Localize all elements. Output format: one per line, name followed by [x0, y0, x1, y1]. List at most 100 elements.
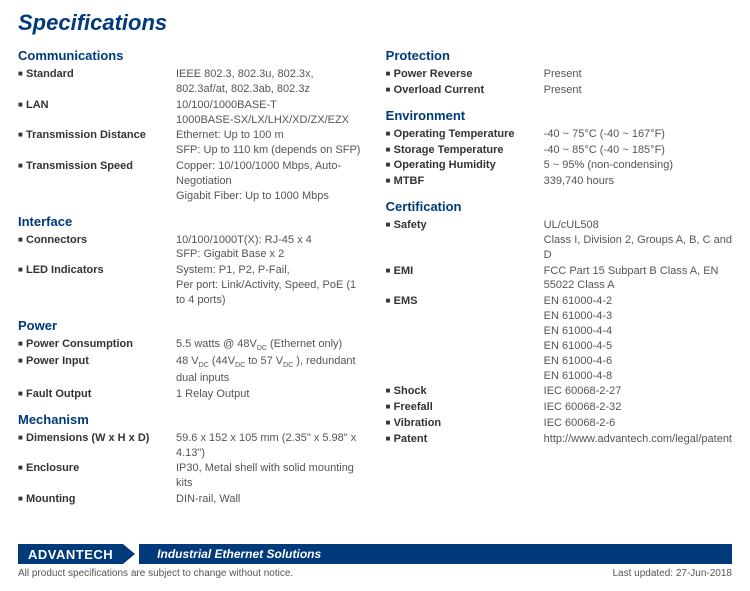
spec-label: Overload Current [394, 83, 544, 98]
spec-row: ■VibrationIEC 60068-2-6 [386, 416, 732, 431]
spec-label: Dimensions (W x H x D) [26, 431, 176, 446]
footer-text: All product specifications are subject t… [18, 568, 732, 579]
spec-label: Power Input [26, 354, 176, 369]
spec-row: ■Overload CurrentPresent [386, 83, 732, 98]
spec-label: Operating Humidity [394, 158, 544, 173]
bullet-icon: ■ [386, 143, 394, 157]
bullet-icon: ■ [386, 127, 394, 141]
spec-value: -40 ~ 85°C (-40 ~ 185°F) [544, 143, 732, 158]
spec-value: Present [544, 67, 732, 82]
bullet-icon: ■ [386, 294, 394, 308]
spec-value: 1 Relay Output [176, 387, 362, 402]
logo: ADVANTECH [18, 544, 123, 564]
spec-value: http://www.advantech.com/legal/patent [544, 432, 732, 447]
spec-row: ■LAN10/100/1000BASE-T1000BASE-SX/LX/LHX/… [18, 98, 362, 128]
spec-row: ■Transmission DistanceEthernet: Up to 10… [18, 128, 362, 158]
spec-label: Operating Temperature [394, 127, 544, 142]
bullet-icon: ■ [386, 174, 394, 188]
spec-row: ■ShockIEC 60068-2-27 [386, 384, 732, 399]
spec-row: ■Patenthttp://www.advantech.com/legal/pa… [386, 432, 732, 447]
section-heading: Protection [386, 48, 732, 63]
section-heading: Mechanism [18, 412, 362, 427]
spec-label: MTBF [394, 174, 544, 189]
section-heading: Power [18, 318, 362, 333]
spec-label: Safety [394, 218, 544, 233]
spec-label: LAN [26, 98, 176, 113]
spec-label: EMS [394, 294, 544, 309]
spec-row: ■MTBF339,740 hours [386, 174, 732, 189]
right-column: Protection■Power ReversePresent■Overload… [386, 48, 732, 508]
bullet-icon: ■ [18, 492, 26, 506]
bullet-icon: ■ [18, 354, 26, 368]
footer-bar: ADVANTECH Industrial Ethernet Solutions [18, 544, 732, 564]
spec-row: ■EMSEN 61000-4-2EN 61000-4-3EN 61000-4-4… [386, 294, 732, 383]
spec-row: ■Transmission SpeedCopper: 10/100/1000 M… [18, 159, 362, 204]
spec-label: Connectors [26, 233, 176, 248]
columns: Communications ■StandardIEEE 802.3, 802.3… [18, 48, 732, 508]
spec-row: ■EnclosureIP30, Metal shell with solid m… [18, 461, 362, 491]
spec-row: ■Storage Temperature-40 ~ 85°C (-40 ~ 18… [386, 143, 732, 158]
disclaimer: All product specifications are subject t… [18, 568, 293, 579]
bullet-icon: ■ [386, 264, 394, 278]
spec-value: Copper: 10/100/1000 Mbps, Auto-Negotiati… [176, 159, 362, 204]
spec-value: DIN-rail, Wall [176, 492, 362, 507]
tagline: Industrial Ethernet Solutions [139, 544, 732, 564]
spec-label: Patent [394, 432, 544, 447]
bullet-icon: ■ [386, 400, 394, 414]
spec-value: 10/100/1000BASE-T1000BASE-SX/LX/LHX/XD/Z… [176, 98, 362, 128]
spec-row: ■Operating Humidity5 ~ 95% (non-condensi… [386, 158, 732, 173]
spec-value: Ethernet: Up to 100 mSFP: Up to 110 km (… [176, 128, 362, 158]
spec-label: LED Indicators [26, 263, 176, 278]
spec-label: Fault Output [26, 387, 176, 402]
spec-value: Present [544, 83, 732, 98]
bullet-icon: ■ [386, 432, 394, 446]
spec-label: Transmission Speed [26, 159, 176, 174]
spec-row: ■Power ReversePresent [386, 67, 732, 82]
spec-row: ■Dimensions (W x H x D)59.6 x 152 x 105 … [18, 431, 362, 461]
spec-row: ■FreefallIEC 60068-2-32 [386, 400, 732, 415]
section-heading: Communications [18, 48, 362, 63]
bullet-icon: ■ [18, 98, 26, 112]
spec-row: ■Power Input48 VDC (44VDC to 57 VDC ), r… [18, 354, 362, 385]
spec-row: ■Power Consumption5.5 watts @ 48VDC (Eth… [18, 337, 362, 354]
bullet-icon: ■ [18, 431, 26, 445]
spec-label: Power Reverse [394, 67, 544, 82]
bullet-icon: ■ [18, 233, 26, 247]
page-title: Specifications [18, 10, 732, 36]
spec-label: Mounting [26, 492, 176, 507]
spec-row: ■StandardIEEE 802.3, 802.3u, 802.3x, 802… [18, 67, 362, 97]
spec-row: ■Operating Temperature-40 ~ 75°C (-40 ~ … [386, 127, 732, 142]
spec-value: -40 ~ 75°C (-40 ~ 167°F) [544, 127, 732, 142]
spec-row: ■Fault Output1 Relay Output [18, 387, 362, 402]
section-heading: Interface [18, 214, 362, 229]
spec-label: EMI [394, 264, 544, 279]
spec-value: IP30, Metal shell with solid mounting ki… [176, 461, 362, 491]
spec-row: ■Connectors10/100/1000T(X): RJ-45 x 4SFP… [18, 233, 362, 263]
bullet-icon: ■ [18, 128, 26, 142]
spec-label: Storage Temperature [394, 143, 544, 158]
spec-value: EN 61000-4-2EN 61000-4-3EN 61000-4-4EN 6… [544, 294, 732, 383]
left-column: Communications ■StandardIEEE 802.3, 802.3… [18, 48, 362, 508]
spec-value: 10/100/1000T(X): RJ-45 x 4SFP: Gigabit B… [176, 233, 362, 263]
spec-row: ■MountingDIN-rail, Wall [18, 492, 362, 507]
bullet-icon: ■ [18, 337, 26, 351]
bullet-icon: ■ [386, 67, 394, 81]
spec-value: IEC 60068-2-32 [544, 400, 732, 415]
bullet-icon: ■ [386, 416, 394, 430]
spec-value: 48 VDC (44VDC to 57 VDC ), redundant dua… [176, 354, 362, 385]
bullet-icon: ■ [18, 263, 26, 277]
bullet-icon: ■ [386, 158, 394, 172]
bullet-icon: ■ [18, 461, 26, 475]
spec-label: Vibration [394, 416, 544, 431]
section-heading: Certification [386, 199, 732, 214]
specifications-page: Specifications Communications ■StandardIE… [0, 0, 750, 508]
spec-row: ■SafetyUL/cUL508Class I, Division 2, Gro… [386, 218, 732, 263]
bullet-icon: ■ [18, 387, 26, 401]
spec-label: Shock [394, 384, 544, 399]
spec-row: ■LED IndicatorsSystem: P1, P2, P-Fail,Pe… [18, 263, 362, 308]
bullet-icon: ■ [18, 159, 26, 173]
spec-value: UL/cUL508Class I, Division 2, Groups A, … [544, 218, 732, 263]
bullet-icon: ■ [386, 218, 394, 232]
spec-value: IEEE 802.3, 802.3u, 802.3x, 802.3af/at, … [176, 67, 362, 97]
spec-value: FCC Part 15 Subpart B Class A, EN 55022 … [544, 264, 732, 294]
